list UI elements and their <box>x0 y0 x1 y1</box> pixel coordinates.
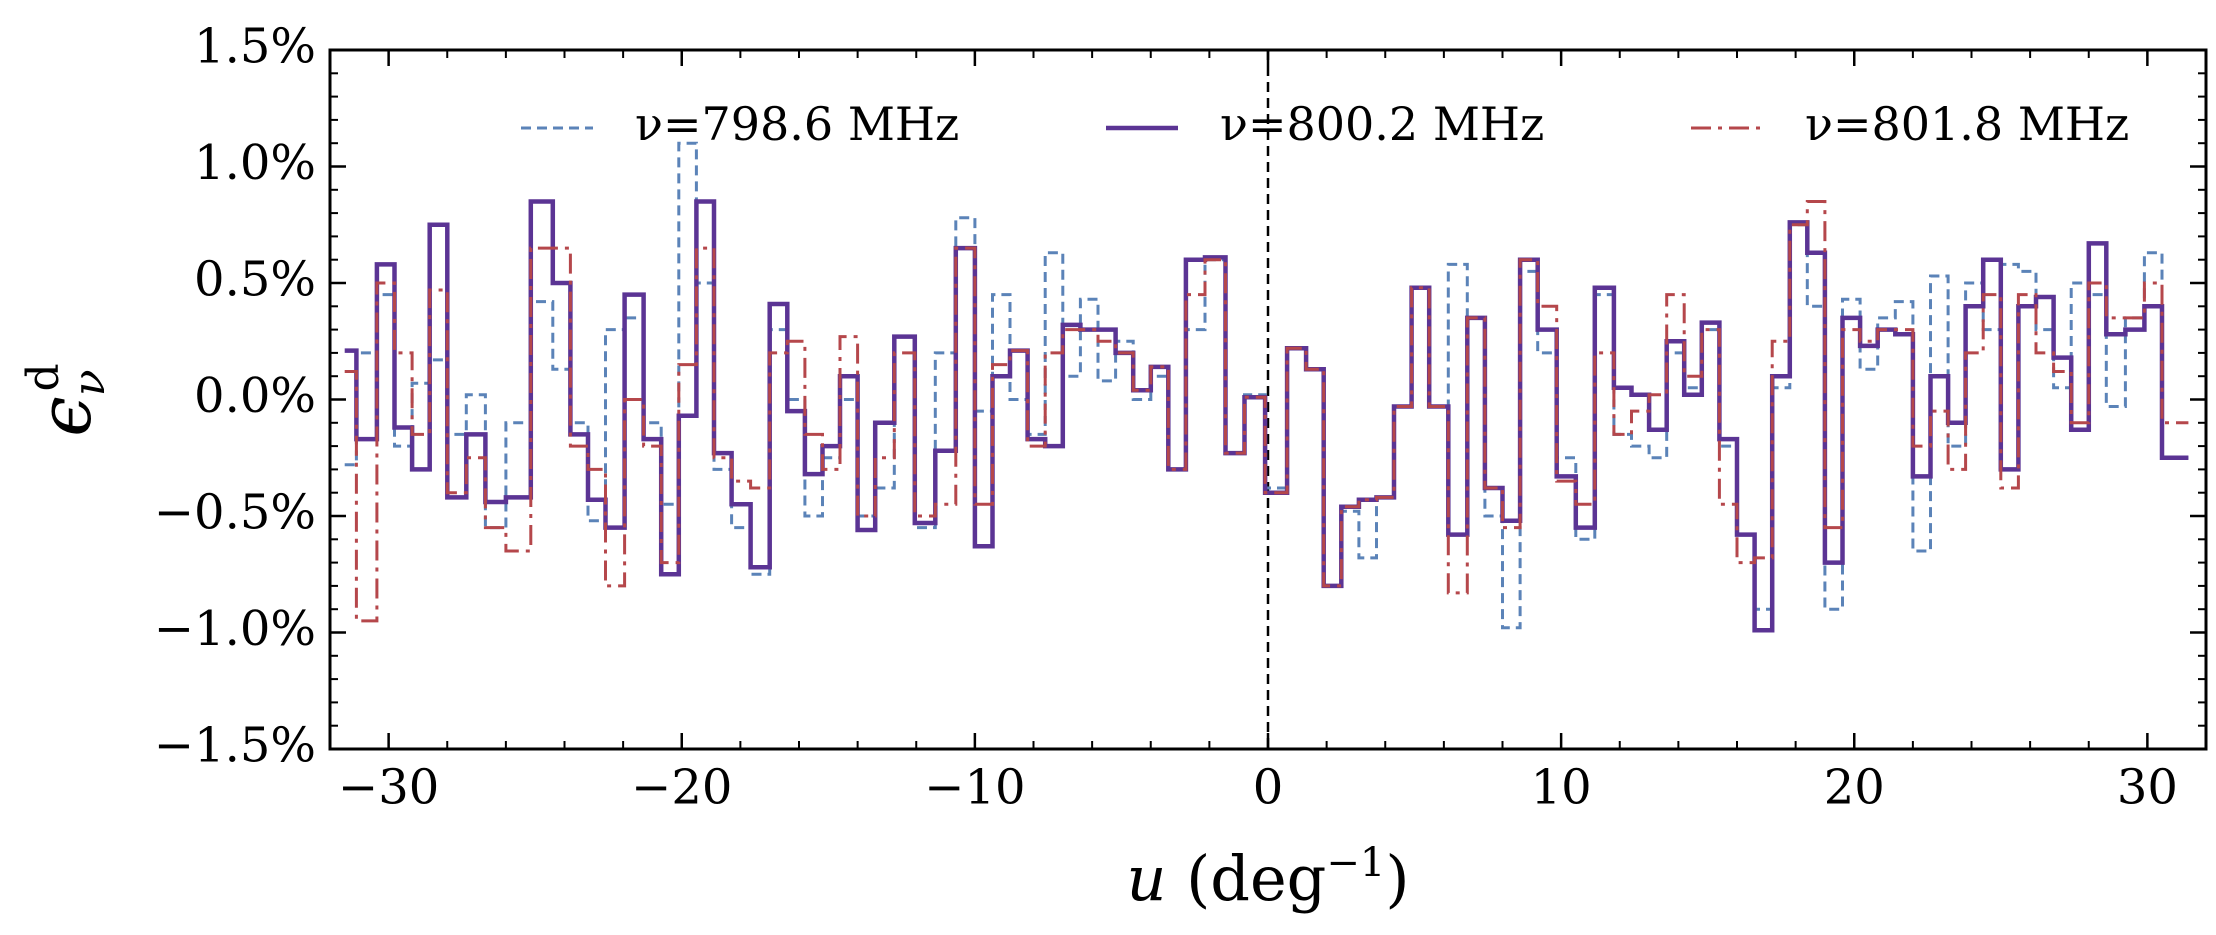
y-tick-label: −0.5% <box>154 485 316 541</box>
y-label-sup: d <box>18 363 69 391</box>
x-tick-label: 10 <box>1531 760 1592 816</box>
y-tick-label: −1.0% <box>154 601 316 657</box>
legend-label: ν=798.6 MHz <box>635 97 959 151</box>
x-tick-label: −10 <box>924 760 1025 816</box>
x-label-symbol: u <box>1126 842 1166 915</box>
x-axis-label: u (deg−1) <box>1126 840 1409 915</box>
x-tick-label: −30 <box>338 760 439 816</box>
legend-label: ν=800.2 MHz <box>1220 97 1544 151</box>
legend-label: ν=801.8 MHz <box>1805 97 2129 151</box>
y-tick-label: 0.0% <box>194 368 316 424</box>
x-label-close: ) <box>1385 842 1409 915</box>
x-tick-label: 0 <box>1253 760 1284 816</box>
x-label-sup: −1 <box>1326 840 1385 886</box>
x-label-text: (deg <box>1186 842 1326 915</box>
y-tick-label: 1.0% <box>194 135 316 191</box>
y-label-sub: ν <box>64 370 115 397</box>
y-tick-label: 1.5% <box>194 19 316 75</box>
x-tick-label: −20 <box>631 760 732 816</box>
y-tick-label: 0.5% <box>194 252 316 308</box>
y-tick-label: −1.5% <box>154 718 316 774</box>
plot-frame <box>328 48 2208 751</box>
y-axis-label: ϵνd <box>18 363 115 436</box>
x-tick-label: 30 <box>2117 760 2178 816</box>
x-tick-label: 20 <box>1824 760 1885 816</box>
y-label-symbol: ϵ <box>23 396 107 436</box>
series-line <box>344 200 2189 623</box>
